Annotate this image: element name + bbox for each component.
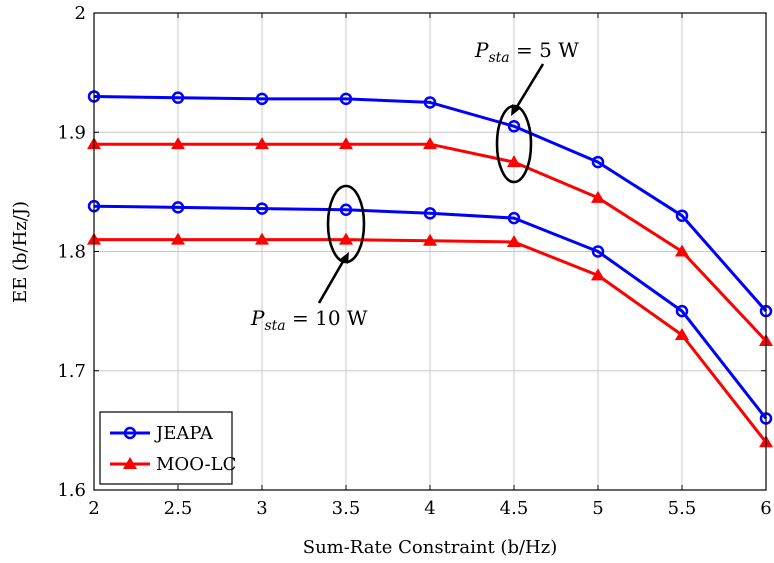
legend-box bbox=[99, 411, 233, 485]
data-point bbox=[255, 137, 269, 150]
tick-labels: 2 2.5 3 3.5 4 4.5 5 5.5 6 1.6 1.7 1.8 1.9 2 bbox=[57, 3, 771, 519]
legend-entry-moo-lc: MOO-LC bbox=[110, 454, 236, 475]
x-tick-label: 5.5 bbox=[668, 498, 697, 519]
data-point bbox=[171, 137, 185, 150]
data-point bbox=[339, 203, 353, 217]
y-tick-label: 1.8 bbox=[57, 242, 86, 263]
data-point bbox=[507, 234, 521, 247]
x-tick-label: 5 bbox=[592, 498, 603, 519]
data-point bbox=[171, 232, 185, 245]
data-point bbox=[423, 207, 437, 220]
data-point bbox=[675, 304, 689, 318]
x-tick-label: 4 bbox=[424, 498, 435, 519]
series-line-3 bbox=[93, 204, 768, 420]
data-point bbox=[423, 96, 437, 109]
annotation-label-5w: Psta = 5 W bbox=[474, 38, 579, 66]
annotation-arrowhead-10w bbox=[340, 252, 349, 264]
data-point bbox=[339, 137, 353, 150]
data-point bbox=[423, 137, 437, 150]
data-point bbox=[675, 327, 689, 340]
data-point bbox=[675, 244, 689, 257]
legend: JEAPA MOO-LC bbox=[99, 411, 236, 485]
y-tick-label: 1.6 bbox=[57, 480, 86, 501]
data-point bbox=[171, 201, 185, 214]
data-point bbox=[591, 155, 605, 169]
legend-label-moo-lc: MOO-LC bbox=[156, 454, 236, 475]
data-point bbox=[675, 209, 689, 222]
data-point bbox=[255, 202, 269, 215]
legend-entry-jeapa: JEAPA bbox=[110, 423, 214, 444]
data-point bbox=[171, 91, 185, 104]
x-tick-label: 3 bbox=[256, 498, 267, 519]
x-tick-label: 6 bbox=[760, 498, 771, 519]
y-axis-title: EE (b/Hz/J) bbox=[10, 201, 31, 303]
data-point bbox=[591, 190, 605, 203]
annotation-arrow-5w bbox=[513, 63, 545, 111]
data-point bbox=[339, 232, 353, 245]
annotation-label-10w: Psta = 10 W bbox=[250, 306, 368, 334]
data-point bbox=[507, 120, 521, 133]
legend-marker-moo-lc bbox=[123, 457, 137, 469]
data-point bbox=[507, 155, 521, 168]
x-tick-label: 2 bbox=[88, 498, 99, 519]
x-axis-title: Sum-Rate Constraint (b/Hz) bbox=[303, 537, 558, 558]
annotation-arrowhead-5w bbox=[511, 104, 520, 116]
data-point bbox=[255, 232, 269, 245]
y-tick-label: 1.7 bbox=[57, 361, 86, 382]
x-tick-label: 3.5 bbox=[332, 498, 361, 519]
data-point bbox=[591, 268, 605, 281]
data-point bbox=[255, 92, 269, 106]
x-tick-label: 2.5 bbox=[164, 498, 193, 519]
data-point bbox=[339, 92, 353, 106]
data-point bbox=[423, 233, 437, 246]
data-point bbox=[591, 245, 605, 258]
y-tick-label: 2 bbox=[75, 3, 86, 24]
annotation-arrow-10w bbox=[317, 257, 347, 304]
y-tick-label: 1.9 bbox=[57, 122, 86, 143]
legend-label-jeapa: JEAPA bbox=[154, 423, 214, 444]
legend-marker-jeapa bbox=[123, 426, 137, 440]
series-line-1 bbox=[93, 95, 768, 313]
x-tick-label: 4.5 bbox=[500, 498, 529, 519]
data-point bbox=[507, 211, 521, 225]
